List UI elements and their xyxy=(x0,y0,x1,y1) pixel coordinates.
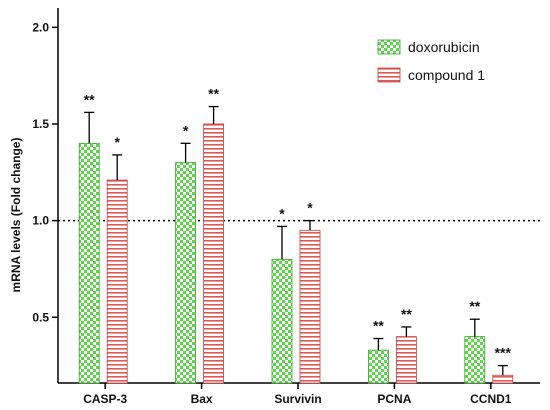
bar xyxy=(271,258,293,384)
x-tick-label: CASP-3 xyxy=(83,392,127,406)
significance-label: *** xyxy=(495,345,512,361)
bar xyxy=(464,336,486,384)
bar xyxy=(492,374,514,384)
x-tick-label: Bax xyxy=(191,392,213,406)
significance-label: * xyxy=(114,134,120,150)
y-tick-label: 1.0 xyxy=(32,214,49,228)
bar xyxy=(367,349,389,384)
significance-label: * xyxy=(183,122,189,138)
legend: doxorubicin compound 1 xyxy=(377,39,485,83)
y-axis-label: mRNA levels (Fold change) xyxy=(9,138,23,293)
y-tick-label: 0.5 xyxy=(32,310,49,324)
significance-label: ** xyxy=(469,298,480,314)
bar xyxy=(395,336,417,384)
x-tick-label: CCND1 xyxy=(470,392,512,406)
bar xyxy=(106,179,128,384)
significance-label: ** xyxy=(84,91,95,107)
legend-label: doxorubicin xyxy=(408,39,480,55)
y-tick-label: 1.5 xyxy=(32,117,49,131)
significance-label: ** xyxy=(208,86,219,102)
bar xyxy=(299,229,321,384)
y-tick-label: 2.0 xyxy=(32,20,49,34)
bars-group: ******* ***** ***** xyxy=(78,86,514,384)
x-tick-label: PCNA xyxy=(377,392,411,406)
significance-label: * xyxy=(279,205,285,221)
significance-label: * xyxy=(307,200,313,216)
legend-label: compound 1 xyxy=(408,67,485,83)
legend-swatch xyxy=(377,39,401,55)
bar xyxy=(78,142,100,384)
legend-swatch xyxy=(377,67,401,83)
axes: 0.5 1.0 1.5 2.0 CASP-3 Bax Survivin PCNA CCND1 xyxy=(32,8,540,406)
x-tick-label: Survivin xyxy=(274,392,321,406)
significance-label: ** xyxy=(373,318,384,334)
bar xyxy=(203,123,225,384)
significance-label: ** xyxy=(401,306,412,322)
bar xyxy=(175,162,197,384)
